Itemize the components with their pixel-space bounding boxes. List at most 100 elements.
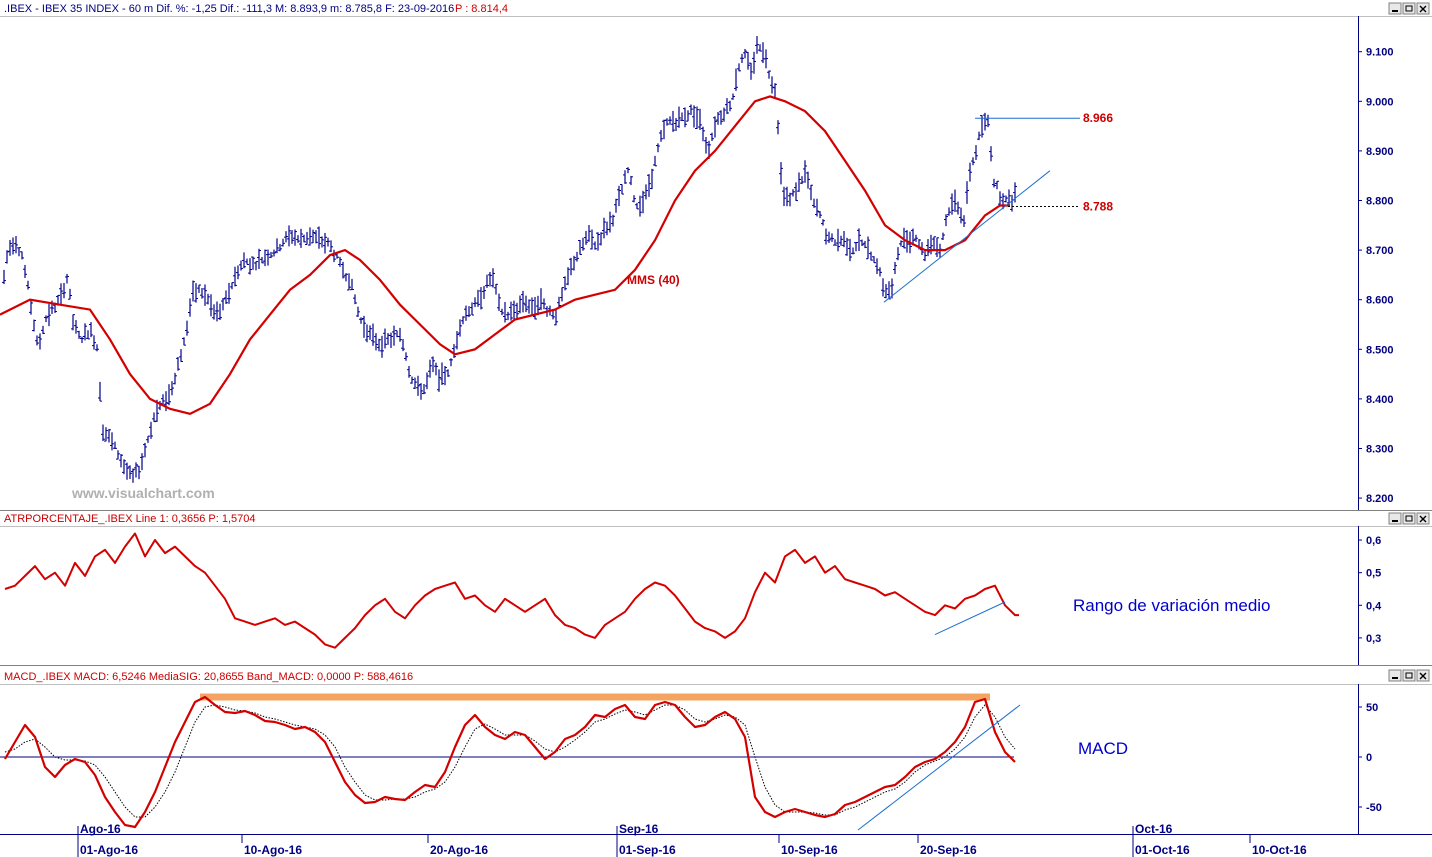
price-bar: [416, 375, 420, 396]
price-bar: [587, 225, 591, 242]
price-bar: [476, 289, 480, 307]
price-bar: [218, 303, 222, 320]
price-bar: [311, 229, 315, 244]
price-panel: 9.100 9.000 8.900 8.800 8.700 8.600 8.500 8.400…: [0, 36, 1394, 505]
price-bar: [35, 335, 39, 346]
price-bar: [374, 333, 378, 351]
month-label: Sep-16: [619, 822, 659, 836]
price-bar: [143, 442, 147, 458]
price-bar: [506, 311, 510, 321]
price-bar: [200, 287, 204, 299]
price-bar: [794, 182, 798, 202]
minimize-icon[interactable]: [1388, 512, 1402, 525]
price-bar: [77, 330, 81, 339]
price-bar: [527, 299, 531, 314]
price-bar: [221, 298, 225, 311]
price-bar: [695, 106, 699, 129]
close-icon[interactable]: [1416, 669, 1430, 682]
price-bar: [665, 118, 669, 126]
price-bar: [188, 298, 192, 317]
atr-panel: 0,6 0,5 0,4 0,3: [4, 532, 1382, 649]
level-label: 8.788: [1083, 199, 1113, 213]
minimize-icon[interactable]: [1388, 2, 1402, 15]
price-bar: [719, 110, 723, 125]
price-bar: [962, 215, 966, 227]
price-bar: [944, 214, 948, 227]
price-bar: [239, 260, 243, 271]
price-bar: [692, 105, 696, 128]
price-bar: [404, 352, 408, 361]
minimize-icon[interactable]: [1388, 669, 1402, 682]
price-bar: [38, 333, 42, 350]
price-bar: [488, 271, 492, 287]
price-bar: [344, 273, 348, 282]
price-bar: [116, 450, 120, 460]
price-bar: [872, 256, 876, 264]
price-bar: [29, 299, 33, 315]
price-bar: [683, 107, 687, 128]
price-bar: [89, 322, 93, 338]
price-bar: [674, 118, 678, 132]
price-bar: [626, 167, 630, 174]
restore-icon[interactable]: [1402, 669, 1416, 682]
price-bar: [338, 256, 342, 267]
price-bar: [215, 301, 219, 322]
price-bar: [728, 100, 732, 112]
price-bar: [650, 168, 654, 190]
price-bar: [2, 269, 6, 285]
price-bar: [935, 237, 939, 258]
price-bar: [140, 453, 144, 471]
price-bar: [254, 261, 258, 271]
price-bar: [743, 48, 747, 59]
price-bar: [971, 157, 975, 166]
price-bar: [173, 372, 177, 385]
price-bar: [299, 228, 303, 248]
price-bar: [521, 290, 525, 313]
price-bar: [776, 120, 780, 135]
restore-icon[interactable]: [1402, 512, 1416, 525]
price-bar: [281, 238, 285, 247]
price-tick-label: 9.000: [1366, 96, 1394, 108]
price-bar: [131, 468, 135, 483]
price-bar: [722, 107, 726, 122]
price-bar: [497, 293, 501, 311]
price-bar: [968, 162, 972, 182]
price-bar: [623, 170, 627, 184]
price-bar: [383, 328, 387, 349]
price-bar: [47, 304, 51, 327]
price-bar: [749, 62, 753, 80]
price-bar: [590, 229, 594, 250]
close-icon[interactable]: [1416, 512, 1430, 525]
price-bar: [677, 106, 681, 128]
close-icon[interactable]: [1416, 2, 1430, 15]
price-tick-label: 8.200: [1366, 493, 1394, 505]
price-bar: [851, 247, 855, 255]
price-bar: [752, 51, 756, 74]
price-bar: [653, 155, 657, 167]
price-bar: [206, 293, 210, 305]
price-bar: [224, 290, 228, 304]
price-bar: [365, 324, 369, 343]
price-bar: [710, 132, 714, 141]
price-bar: [176, 356, 180, 371]
price-bar: [581, 237, 585, 251]
restore-icon[interactable]: [1402, 2, 1416, 15]
price-tick-label: 8.400: [1366, 394, 1394, 406]
price-bar: [596, 232, 600, 251]
price-bar: [863, 240, 867, 249]
price-bar: [467, 306, 471, 318]
price-tick-label: 8.900: [1366, 146, 1394, 158]
price-bar: [443, 366, 447, 386]
price-bar: [614, 198, 618, 213]
price-bar: [887, 281, 891, 300]
price-bar: [329, 240, 333, 253]
price-bar: [542, 298, 546, 310]
price-bar: [146, 435, 150, 443]
price-bar: [869, 251, 873, 261]
atr-window-buttons: [1388, 512, 1430, 525]
price-bar: [977, 131, 981, 141]
price-bar: [923, 249, 927, 262]
price-bar: [113, 441, 117, 449]
